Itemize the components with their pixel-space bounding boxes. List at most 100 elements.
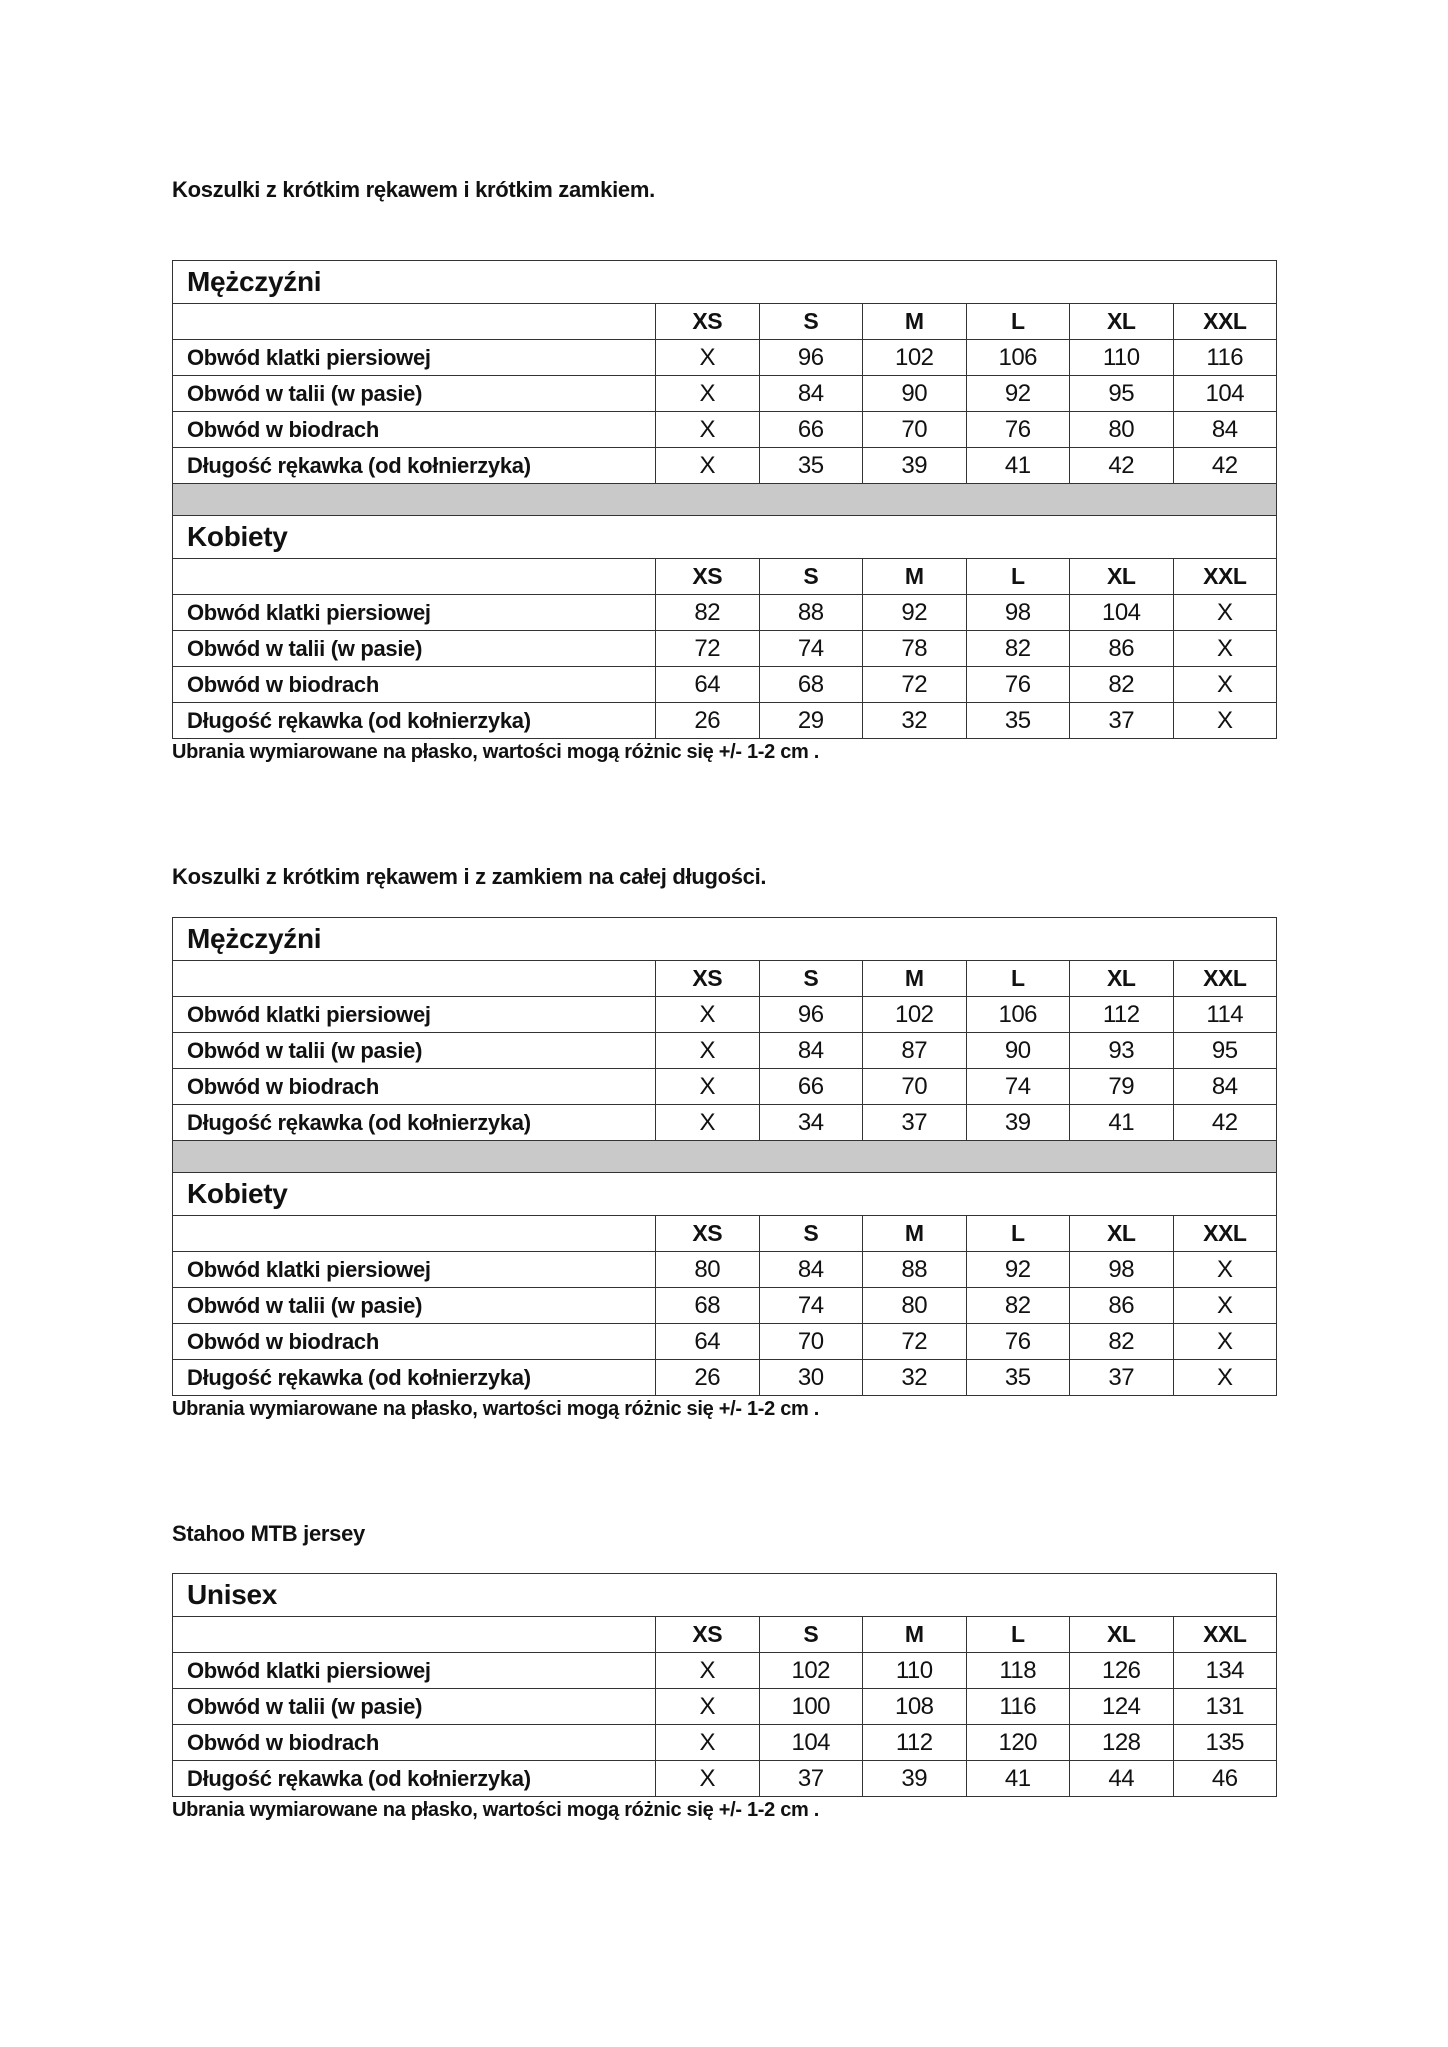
table-row: Obwód klatki piersiowej X 96 102 106 110 116 xyxy=(172,339,1278,376)
section-title: Koszulki z krótkim rękawem i z zamkiem n… xyxy=(172,864,767,889)
value-cell: 104 xyxy=(1069,594,1174,631)
value-cell: X xyxy=(655,996,760,1033)
table-row: Długość rękawka (od kołnierzyka) 26 29 32 35… xyxy=(172,702,1278,739)
size-table: Mężczyźni XS S M L XL XXL Obwód klatki piersiow… xyxy=(171,260,1278,739)
size-header-l: L xyxy=(965,1616,1070,1653)
value-cell: 78 xyxy=(862,630,967,667)
value-cell: 46 xyxy=(1172,1760,1278,1797)
value-cell: 102 xyxy=(758,1652,863,1689)
value-cell: X xyxy=(1172,594,1278,631)
size-header-l: L xyxy=(965,960,1070,997)
value-cell: 82 xyxy=(965,1287,1070,1324)
value-cell: X xyxy=(1172,1323,1278,1360)
value-cell: 35 xyxy=(965,1359,1070,1396)
value-cell: X xyxy=(1172,1287,1278,1324)
value-cell: X xyxy=(655,411,760,448)
value-cell: 96 xyxy=(758,996,863,1033)
size-header-s: S xyxy=(758,960,863,997)
value-cell: 41 xyxy=(965,1760,1070,1797)
value-cell: 106 xyxy=(965,996,1070,1033)
measure-label: Obwód w talii (w pasie) xyxy=(172,1032,656,1069)
value-cell: 96 xyxy=(758,339,863,376)
size-header-m: M xyxy=(862,960,967,997)
value-cell: 37 xyxy=(758,1760,863,1797)
value-cell: 82 xyxy=(1069,666,1174,703)
value-cell: 124 xyxy=(1069,1688,1174,1725)
value-cell: 93 xyxy=(1069,1032,1174,1069)
size-header-xs: XS xyxy=(655,960,760,997)
table-row: Obwód w talii (w pasie) X 100 108 116 124 131 xyxy=(172,1688,1278,1725)
value-cell: 41 xyxy=(1069,1104,1174,1141)
value-cell: 64 xyxy=(655,1323,760,1360)
value-cell: 110 xyxy=(862,1652,967,1689)
table-row: Obwód w talii (w pasie) X 84 87 90 93 95 xyxy=(172,1032,1278,1069)
value-cell: 116 xyxy=(965,1688,1070,1725)
measure-label: Długość rękawka (od kołnierzyka) xyxy=(172,702,656,739)
size-header-xl: XL xyxy=(1069,1215,1174,1252)
value-cell: 114 xyxy=(1172,996,1278,1033)
measure-label: Obwód klatki piersiowej xyxy=(172,339,656,376)
value-cell: 79 xyxy=(1069,1068,1174,1105)
value-cell: 74 xyxy=(758,630,863,667)
value-cell: 84 xyxy=(758,1251,863,1288)
group-title: Unisex xyxy=(171,1573,1278,1617)
measurement-note: Ubrania wymiarowane na płasko, wartości … xyxy=(172,1799,820,1821)
size-header-xl: XL xyxy=(1069,1616,1174,1653)
value-cell: 72 xyxy=(862,1323,967,1360)
table-row: Obwód klatki piersiowej X 96 102 106 112 114 xyxy=(172,996,1278,1033)
value-cell: 92 xyxy=(965,375,1070,412)
size-header-row: XS S M L XL XXL xyxy=(172,1616,1278,1653)
value-cell: 88 xyxy=(758,594,863,631)
value-cell: 66 xyxy=(758,1068,863,1105)
table-row: Obwód w talii (w pasie) 68 74 80 82 86 X xyxy=(172,1287,1278,1324)
value-cell: 80 xyxy=(862,1287,967,1324)
value-cell: 104 xyxy=(1172,375,1278,412)
table-row: Obwód klatki piersiowej X 102 110 118 126 134 xyxy=(172,1652,1278,1689)
table-row: Obwód w talii (w pasie) X 84 90 92 95 104 xyxy=(172,375,1278,412)
section-title: Stahoo MTB jersey xyxy=(172,1521,365,1546)
table-row: Obwód w biodrach X 66 70 76 80 84 xyxy=(172,411,1278,448)
value-cell: 70 xyxy=(862,1068,967,1105)
value-cell: 80 xyxy=(655,1251,760,1288)
value-cell: 86 xyxy=(1069,1287,1174,1324)
value-cell: 102 xyxy=(862,996,967,1033)
value-cell: X xyxy=(655,1068,760,1105)
value-cell: 76 xyxy=(965,411,1070,448)
table-row: Obwód klatki piersiowej 82 88 92 98 104 X xyxy=(172,594,1278,631)
value-cell: 82 xyxy=(965,630,1070,667)
value-cell: 134 xyxy=(1172,1652,1278,1689)
value-cell: X xyxy=(1172,1251,1278,1288)
value-cell: X xyxy=(1172,666,1278,703)
measure-label: Obwód klatki piersiowej xyxy=(172,996,656,1033)
value-cell: 32 xyxy=(862,702,967,739)
value-cell: 112 xyxy=(1069,996,1174,1033)
value-cell: 84 xyxy=(758,1032,863,1069)
value-cell: 70 xyxy=(862,411,967,448)
size-header-row: XS S M L XL XXL xyxy=(172,960,1278,997)
value-cell: 39 xyxy=(965,1104,1070,1141)
group-title: Kobiety xyxy=(171,1172,1278,1216)
value-cell: 131 xyxy=(1172,1688,1278,1725)
value-cell: 29 xyxy=(758,702,863,739)
value-cell: 66 xyxy=(758,411,863,448)
value-cell: 70 xyxy=(758,1323,863,1360)
value-cell: 39 xyxy=(862,1760,967,1797)
size-header-m: M xyxy=(862,558,967,595)
value-cell: 126 xyxy=(1069,1652,1174,1689)
size-header-row: XS S M L XL XXL xyxy=(172,1215,1278,1252)
measure-label: Długość rękawka (od kołnierzyka) xyxy=(172,1104,656,1141)
measurement-note: Ubrania wymiarowane na płasko, wartości … xyxy=(172,1398,820,1420)
measure-label: Długość rękawka (od kołnierzyka) xyxy=(172,447,656,484)
empty-header-cell xyxy=(172,558,656,595)
group-title-row: Mężczyźni xyxy=(171,260,1278,304)
value-cell: 135 xyxy=(1172,1724,1278,1761)
empty-header-cell xyxy=(172,303,656,340)
value-cell: 118 xyxy=(965,1652,1070,1689)
value-cell: 108 xyxy=(862,1688,967,1725)
empty-header-cell xyxy=(172,1616,656,1653)
value-cell: 106 xyxy=(965,339,1070,376)
size-header-xs: XS xyxy=(655,303,760,340)
table-row: Obwód w talii (w pasie) 72 74 78 82 86 X xyxy=(172,630,1278,667)
value-cell: 84 xyxy=(1172,411,1278,448)
group-title-row: Unisex xyxy=(171,1573,1278,1617)
